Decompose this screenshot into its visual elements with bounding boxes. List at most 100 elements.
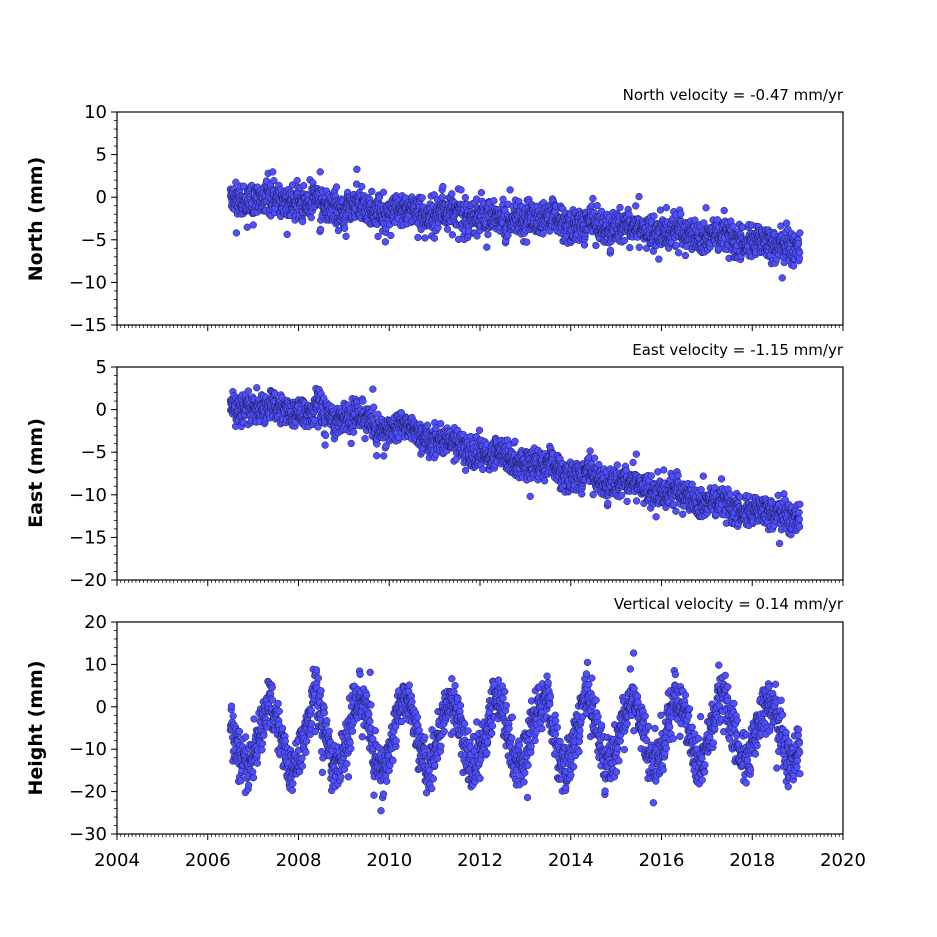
north-data-point bbox=[448, 231, 457, 239]
east-ytick-label: −20 bbox=[69, 570, 107, 591]
north-data-point bbox=[506, 186, 514, 194]
east-data-point bbox=[359, 397, 367, 405]
north-data-point bbox=[430, 234, 439, 242]
east-data-point bbox=[369, 385, 377, 393]
north-y-ticks: 10 5 0 −5 −10 −15 bbox=[69, 102, 117, 336]
east-data-point bbox=[775, 539, 784, 548]
north-ylabel: North (mm) bbox=[25, 157, 47, 282]
east-ylabel: East (mm) bbox=[25, 418, 47, 528]
north-data-point bbox=[650, 212, 658, 220]
north-data-point bbox=[632, 202, 640, 210]
north-data-point bbox=[593, 201, 601, 210]
north-data-point bbox=[283, 230, 291, 239]
north-data-point bbox=[461, 193, 470, 202]
height-panel: Vertical velocity = 0.14 mm/yr Height (m… bbox=[25, 595, 866, 871]
height-ytick-label: 10 bbox=[84, 654, 107, 675]
north-data-point bbox=[293, 176, 301, 185]
height-ytick-label: −20 bbox=[69, 782, 107, 803]
north-ytick-label: 0 bbox=[96, 187, 107, 208]
east-data-point bbox=[726, 490, 735, 498]
east-data-point bbox=[697, 485, 705, 494]
north-data-point bbox=[307, 213, 315, 222]
height-points bbox=[226, 649, 804, 815]
height-x-ticks: 2004 2006 2008 2010 2012 2014 2016 2018 2020 bbox=[94, 834, 866, 871]
height-ytick-label: −10 bbox=[69, 739, 107, 760]
east-data-point bbox=[780, 490, 788, 498]
east-data-point bbox=[679, 510, 687, 518]
east-data-point bbox=[595, 460, 603, 469]
north-data-point bbox=[778, 274, 786, 282]
east-y-ticks: 5 0 −5 −10 −15 −20 bbox=[69, 357, 117, 591]
height-data-point bbox=[241, 733, 250, 741]
north-data-point bbox=[381, 238, 390, 246]
height-ytick-label: −30 bbox=[69, 824, 107, 845]
east-data-point bbox=[321, 441, 329, 449]
east-data-point bbox=[618, 491, 626, 500]
east-data-point bbox=[717, 475, 726, 483]
east-data-point bbox=[271, 390, 279, 398]
east-data-point bbox=[511, 437, 519, 445]
north-data-point bbox=[368, 187, 376, 196]
xtick-label: 2018 bbox=[729, 850, 775, 871]
north-data-point bbox=[332, 183, 341, 191]
east-data-point bbox=[437, 420, 445, 428]
xtick-label: 2016 bbox=[639, 850, 685, 871]
north-data-point bbox=[655, 255, 663, 263]
height-title: Vertical velocity = 0.14 mm/yr bbox=[614, 595, 844, 613]
north-data-point bbox=[448, 190, 456, 198]
east-data-point bbox=[795, 523, 804, 531]
east-data-point bbox=[795, 515, 803, 523]
north-data-point bbox=[270, 176, 278, 185]
north-data-point bbox=[672, 241, 681, 249]
east-x-ticks bbox=[116, 580, 844, 586]
east-data-point bbox=[253, 384, 261, 392]
east-points bbox=[226, 384, 804, 548]
east-ytick-label: −10 bbox=[69, 485, 107, 506]
east-data-point bbox=[361, 434, 369, 443]
height-data-point bbox=[244, 781, 253, 789]
north-data-point bbox=[677, 210, 685, 218]
east-data-point bbox=[604, 499, 612, 507]
north-data-point bbox=[439, 182, 447, 191]
east-data-point bbox=[660, 466, 668, 474]
north-data-point bbox=[269, 168, 277, 176]
east-data-point bbox=[699, 472, 707, 480]
north-ytick-label: −5 bbox=[80, 230, 107, 251]
east-data-point bbox=[373, 452, 381, 460]
east-title: East velocity = -1.15 mm/yr bbox=[632, 341, 844, 359]
north-data-point bbox=[702, 204, 710, 212]
north-data-point bbox=[490, 197, 498, 205]
east-data-point bbox=[244, 387, 252, 395]
north-data-point bbox=[606, 246, 615, 255]
north-data-point bbox=[635, 192, 643, 201]
xtick-label: 2014 bbox=[548, 850, 594, 871]
north-data-point bbox=[414, 233, 422, 242]
north-data-point bbox=[298, 217, 307, 226]
north-data-point bbox=[729, 222, 737, 230]
height-data-point bbox=[237, 777, 245, 785]
north-data-point bbox=[499, 195, 507, 203]
east-data-point bbox=[629, 458, 637, 467]
north-data-point bbox=[626, 244, 634, 252]
north-data-point bbox=[375, 193, 384, 201]
east-ytick-label: −5 bbox=[80, 442, 107, 463]
north-title: North velocity = -0.47 mm/yr bbox=[623, 86, 844, 104]
xtick-label: 2008 bbox=[276, 850, 322, 871]
east-data-point bbox=[647, 472, 655, 480]
north-data-point bbox=[358, 182, 366, 191]
east-data-point bbox=[475, 426, 484, 434]
height-ytick-label: 20 bbox=[84, 612, 107, 633]
east-data-point bbox=[370, 403, 378, 411]
north-data-point bbox=[795, 249, 804, 257]
north-data-point bbox=[477, 188, 486, 197]
xtick-label: 2010 bbox=[366, 850, 412, 871]
north-data-point bbox=[438, 193, 446, 201]
north-data-point bbox=[580, 241, 589, 249]
north-data-point bbox=[341, 224, 349, 232]
north-data-point bbox=[232, 178, 240, 186]
xtick-label: 2012 bbox=[457, 850, 503, 871]
east-panel: East velocity = -1.15 mm/yr East (mm) 5 0… bbox=[25, 341, 844, 591]
east-axes-frame bbox=[116, 366, 844, 581]
east-data-point bbox=[632, 497, 641, 505]
